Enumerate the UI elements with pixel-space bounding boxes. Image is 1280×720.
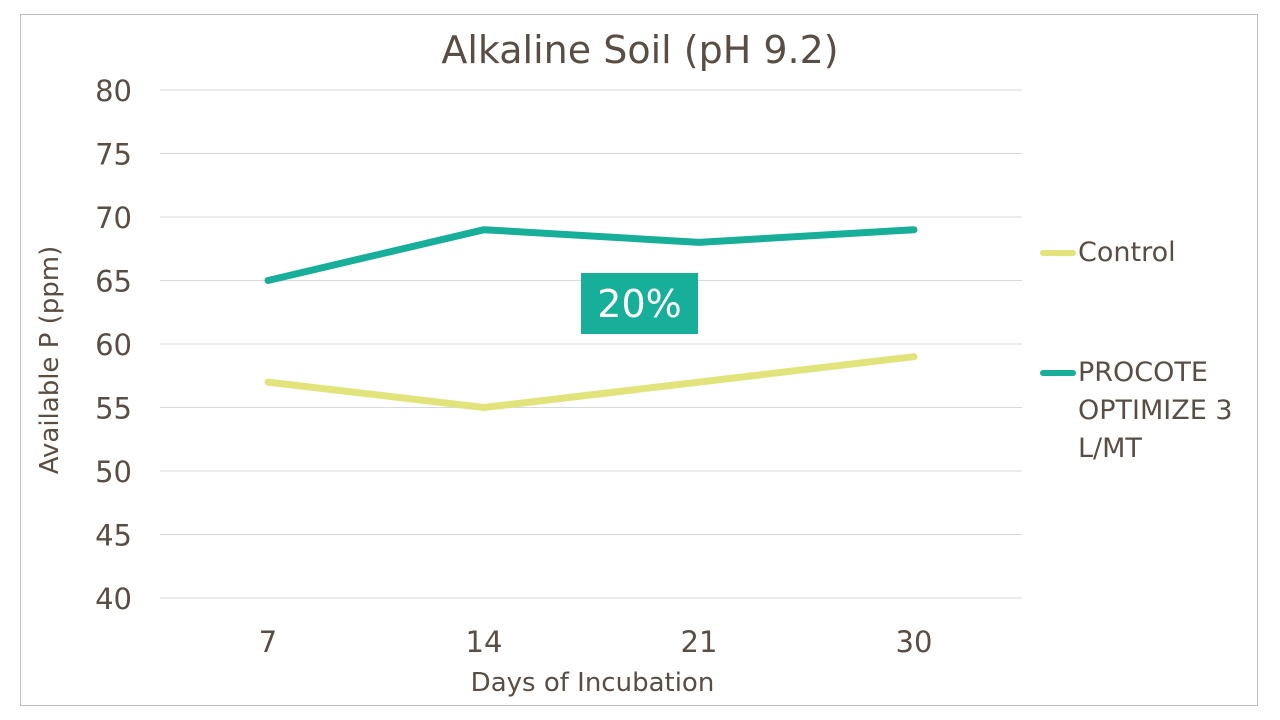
x-tick-label: 14 (466, 625, 503, 659)
percent-increase-badge: 20% (581, 273, 698, 334)
y-tick-label: 80 (95, 74, 132, 108)
y-tick-label: 55 (95, 392, 132, 426)
legend-label-control: Control (1078, 237, 1176, 268)
series-line (264, 353, 918, 411)
y-axis-label: Available P (ppm) (35, 245, 65, 475)
control-swatch-icon (1040, 250, 1076, 256)
x-tick-label: 30 (896, 625, 933, 659)
y-tick-label: 60 (95, 328, 132, 362)
legend-item-procote: PROCOTE OPTIMIZE 3 L/MT (1040, 354, 1248, 468)
x-axis-label: Days of Incubation (470, 668, 715, 698)
y-tick-label: 65 (95, 265, 132, 299)
legend-item-control: Control (1040, 234, 1248, 272)
y-tick-label: 45 (95, 519, 132, 553)
chart-frame (20, 14, 1258, 706)
y-tick-label: 40 (95, 582, 132, 616)
legend-label-procote: PROCOTE OPTIMIZE 3 L/MT (1078, 357, 1233, 464)
chart-title: Alkaline Soil (pH 9.2) (441, 28, 839, 72)
x-tick-label: 21 (681, 625, 718, 659)
series-line (264, 226, 918, 284)
y-tick-label: 50 (95, 455, 132, 489)
y-tick-label: 70 (95, 201, 132, 235)
y-tick-label: 75 (95, 138, 132, 172)
x-tick-label: 7 (259, 625, 277, 659)
procote-swatch-icon (1040, 370, 1076, 376)
